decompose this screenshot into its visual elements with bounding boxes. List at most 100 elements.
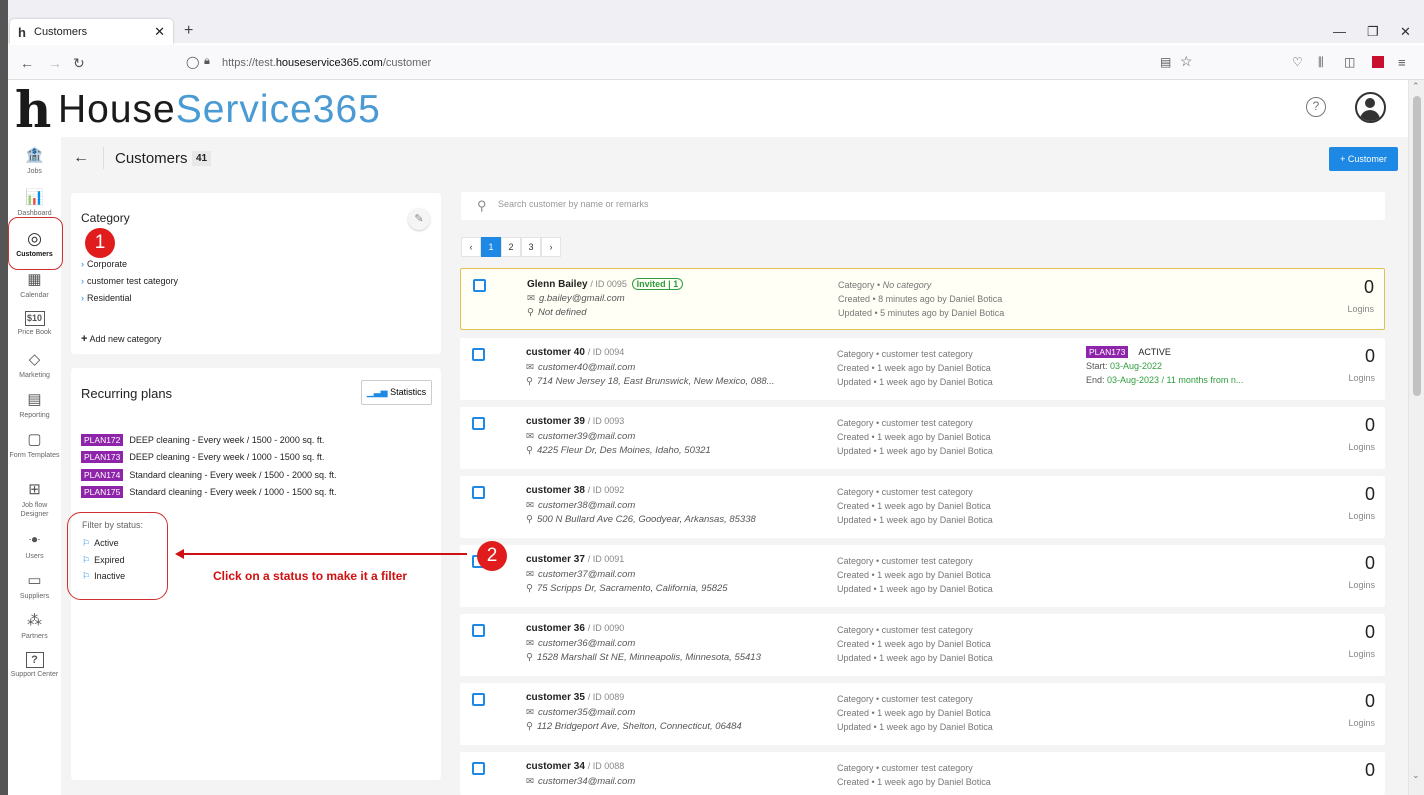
browser-tab[interactable]: h Customers ✕ xyxy=(10,19,173,45)
customer-name[interactable]: customer 39 / ID 0093 xyxy=(526,416,624,427)
category-prefix: Category • xyxy=(837,625,882,635)
row-checkbox[interactable] xyxy=(472,624,485,637)
search-input[interactable] xyxy=(498,199,1198,209)
plan-description: Standard cleaning - Every week / 1000 - … xyxy=(129,487,337,497)
sidebar-item-suppliers[interactable]: ▭ Suppliers xyxy=(8,572,61,601)
add-customer-button[interactable]: + Customer xyxy=(1329,147,1398,171)
row-checkbox[interactable] xyxy=(472,762,485,775)
customer-name[interactable]: customer 36 / ID 0090 xyxy=(526,623,624,634)
customer-address: ⚲ Not defined xyxy=(527,307,587,318)
pagination-page-2[interactable]: 2 xyxy=(501,237,521,257)
filter-status-inactive[interactable]: ⚐ Inactive xyxy=(82,571,125,582)
sidebar-item-partners[interactable]: ⁂ Partners xyxy=(8,612,61,641)
customer-row[interactable]: customer 40 / ID 0094 ✉ customer40@mail.c… xyxy=(460,338,1385,400)
statistics-button[interactable]: ▁▃▅ Statistics xyxy=(361,380,432,405)
avatar-head xyxy=(1365,98,1375,108)
customer-name[interactable]: customer 34 / ID 0088 xyxy=(526,761,624,772)
customer-name[interactable]: customer 40 / ID 0094 xyxy=(526,347,624,358)
add-category-button[interactable]: + Add new category xyxy=(81,333,162,345)
sidebar-item-support-center[interactable]: ? Support Center xyxy=(8,652,61,679)
plan-item[interactable]: PLAN175 Standard cleaning - Every week / … xyxy=(81,486,337,498)
customer-plan: PLAN173 ACTIVE xyxy=(1086,346,1171,358)
pagination-prev[interactable]: ‹ xyxy=(461,237,481,257)
pagination-page-3[interactable]: 3 xyxy=(521,237,541,257)
customer-row[interactable]: customer 37 / ID 0091 ✉ customer37@mail.c… xyxy=(460,545,1385,607)
customer-name[interactable]: customer 38 / ID 0092 xyxy=(526,485,624,496)
reload-icon[interactable]: ↻ xyxy=(73,55,85,71)
sidebar-item-price-book[interactable]: $10 Price Book xyxy=(8,311,61,337)
step-badge-2: 2 xyxy=(477,541,507,571)
customer-name[interactable]: Glenn Bailey / ID 0095 Invited | 1 xyxy=(527,278,684,290)
category-value: customer test category xyxy=(881,763,973,773)
category-item[interactable]: › Residential xyxy=(81,293,132,303)
minimize-icon[interactable]: — xyxy=(1333,24,1346,39)
row-checkbox[interactable] xyxy=(472,417,485,430)
customer-created: Created • 1 week ago by Daniel Botica xyxy=(837,777,991,787)
address-bar[interactable]: https://test.houseservice365.com/custome… xyxy=(222,57,431,69)
category-item[interactable]: › customer test category xyxy=(81,276,178,286)
plan-item[interactable]: PLAN174 Standard cleaning - Every week / … xyxy=(81,469,337,481)
sidebar-item-jobs[interactable]: 🏦 Jobs xyxy=(8,147,61,176)
sidebar-item-dashboard[interactable]: 📊 Dashboard xyxy=(8,189,61,218)
plan-end-label: End: xyxy=(1086,375,1108,385)
avatar[interactable] xyxy=(1355,92,1386,123)
customer-address-text: 500 N Bullard Ave C26, Goodyear, Arkansa… xyxy=(536,514,756,525)
customer-name[interactable]: customer 35 / ID 0089 xyxy=(526,692,624,703)
plan-item[interactable]: PLAN172 DEEP cleaning - Every week / 1500… xyxy=(81,434,324,446)
logo-text-house: House xyxy=(58,88,176,131)
row-checkbox[interactable] xyxy=(473,279,486,292)
scrollbar-thumb[interactable] xyxy=(1413,96,1421,396)
customer-email-text: customer34@mail.com xyxy=(537,776,636,787)
plan-item[interactable]: PLAN173 DEEP cleaning - Every week / 1000… xyxy=(81,451,324,463)
close-tab-icon[interactable]: ✕ xyxy=(154,24,165,39)
sidebar-item-job-flow-designer[interactable]: ⊞ Job flow Designer xyxy=(8,481,61,519)
library-icon[interactable]: ⫼ xyxy=(1318,55,1324,69)
pdf-extension-icon[interactable] xyxy=(1372,56,1384,68)
category-item[interactable]: › Corporate xyxy=(81,259,127,269)
sidebar-item-marketing[interactable]: ◇ Marketing xyxy=(8,351,61,380)
customer-updated: Updated • 1 week ago by Daniel Botica xyxy=(837,653,993,663)
row-checkbox[interactable] xyxy=(472,693,485,706)
sidebar-item-reporting[interactable]: ▤ Reporting xyxy=(8,391,61,420)
category-panel: Category ✎ › Corporate › customer test cat… xyxy=(71,193,441,354)
category-prefix: Category • xyxy=(837,349,882,359)
customer-id: / ID 0088 xyxy=(587,761,625,771)
back-nav-icon[interactable]: ← xyxy=(20,55,34,71)
pagination-page-1[interactable]: 1 xyxy=(481,237,501,257)
help-icon[interactable]: ? xyxy=(1306,97,1326,117)
sidebar-item-calendar[interactable]: ▦ Calendar xyxy=(8,271,61,300)
sidebar-toggle-icon[interactable]: ◫ xyxy=(1344,55,1356,69)
filter-status-expired[interactable]: ⚐ Expired xyxy=(82,555,125,566)
plan-description: Standard cleaning - Every week / 1500 - … xyxy=(129,470,337,480)
browser-tab-bar: h Customers ✕ + — ❐ ✕ xyxy=(8,0,1424,45)
page-scrollbar[interactable]: ⌃ ⌄ xyxy=(1408,80,1424,795)
sidebar-item-form-templates[interactable]: ▢ Form Templates xyxy=(8,431,61,460)
logo-text: HouseService365 xyxy=(58,88,381,132)
customer-row[interactable]: customer 34 / ID 0088 ✉ customer34@mail.c… xyxy=(460,752,1385,795)
customer-email: ✉ g.bailey@gmail.com xyxy=(527,293,625,304)
customer-row[interactable]: Glenn Bailey / ID 0095 Invited | 1 ✉ g.ba… xyxy=(460,268,1385,330)
filter-status-active[interactable]: ⚐ Active xyxy=(82,538,119,549)
customer-row[interactable]: customer 38 / ID 0092 ✉ customer38@mail.c… xyxy=(460,476,1385,538)
back-arrow-icon[interactable]: ← xyxy=(73,149,89,166)
new-tab-icon[interactable]: + xyxy=(184,22,194,39)
reader-view-icon[interactable]: ▤ xyxy=(1160,55,1172,69)
customer-name[interactable]: customer 37 / ID 0091 xyxy=(526,554,624,565)
customer-row[interactable]: customer 35 / ID 0089 ✉ customer35@mail.c… xyxy=(460,683,1385,745)
sidebar-item-users[interactable]: ꔹ Users xyxy=(8,532,61,561)
pocket-icon[interactable]: ♡ xyxy=(1292,55,1303,69)
forward-nav-icon[interactable]: → xyxy=(48,55,62,71)
customer-row[interactable]: customer 39 / ID 0093 ✉ customer39@mail.c… xyxy=(460,407,1385,469)
edit-pencil-icon[interactable]: ✎ xyxy=(408,208,430,230)
row-checkbox[interactable] xyxy=(472,486,485,499)
bookmark-star-icon[interactable]: ☆ xyxy=(1180,53,1193,69)
scroll-down-icon[interactable]: ⌄ xyxy=(1412,770,1420,780)
scroll-up-icon[interactable]: ⌃ xyxy=(1412,81,1420,91)
pagination-next[interactable]: › xyxy=(541,237,561,257)
close-window-icon[interactable]: ✕ xyxy=(1400,24,1411,39)
menu-icon[interactable]: ≡ xyxy=(1398,55,1406,70)
restore-icon[interactable]: ❐ xyxy=(1367,24,1379,39)
row-checkbox[interactable] xyxy=(472,348,485,361)
sidebar-item-customers[interactable]: ◎ Customers xyxy=(8,230,61,259)
customer-row[interactable]: customer 36 / ID 0090 ✉ customer36@mail.c… xyxy=(460,614,1385,676)
